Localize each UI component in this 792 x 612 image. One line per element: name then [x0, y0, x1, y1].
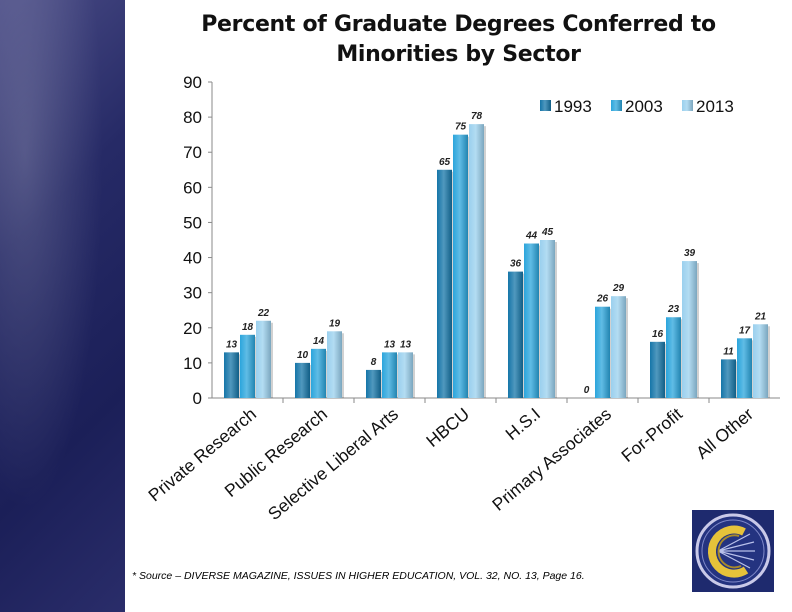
bar-data-label: 78 [471, 111, 483, 122]
bar-data-label: 44 [525, 231, 538, 242]
bar [469, 124, 484, 398]
bar-data-label: 22 [257, 308, 270, 319]
bar-data-label: 26 [596, 294, 609, 305]
bar-data-label: 65 [439, 157, 451, 168]
bar-data-label: 10 [297, 350, 309, 361]
bar [666, 317, 681, 398]
bar-data-label: 19 [329, 318, 341, 329]
bar-data-label: 29 [612, 283, 625, 294]
source-note: * Source – DIVERSE MAGAZINE, ISSUES IN H… [132, 570, 585, 582]
bar-data-label: 21 [754, 311, 767, 322]
bar-data-label: 23 [667, 304, 680, 315]
bar-data-label: 45 [541, 227, 554, 238]
bar [311, 348, 326, 398]
legend-swatch [682, 100, 693, 111]
bar-data-label: 11 [723, 346, 734, 357]
x-tick-label: H.S.I [501, 404, 544, 444]
bar-data-label: 0 [584, 385, 590, 396]
college-seal-icon [692, 510, 774, 592]
bar [753, 324, 768, 398]
legend-swatch [540, 100, 551, 111]
bar [382, 352, 397, 398]
bar [540, 240, 555, 398]
bar-data-label: 17 [739, 325, 751, 336]
chart-title-line-1: Percent of Graduate Degrees Conferred to [201, 12, 716, 37]
y-tick-label: 10 [183, 354, 202, 373]
chart-title: Percent of Graduate Degrees Conferred to… [125, 10, 792, 70]
legend-label: 2003 [625, 97, 663, 116]
y-tick-label: 90 [183, 73, 202, 92]
bar-data-label: 16 [652, 329, 664, 340]
bar [398, 352, 413, 398]
bar [224, 352, 239, 398]
legend-label: 2013 [696, 97, 734, 116]
bar [508, 271, 523, 398]
bar [682, 261, 697, 398]
bar-data-label: 13 [384, 339, 396, 350]
bar [737, 338, 752, 398]
bar-data-label: 13 [226, 339, 238, 350]
y-tick-label: 30 [183, 284, 202, 303]
chart-legend: 1993 2003 2013 [540, 97, 734, 116]
bar [437, 169, 452, 398]
y-tick-label: 80 [183, 108, 202, 127]
bar [366, 369, 381, 398]
x-tick-label: For-Profit [617, 404, 686, 466]
bar [453, 134, 468, 398]
bar [595, 306, 610, 398]
bar [295, 362, 310, 398]
bar [524, 243, 539, 398]
bar-data-label: 18 [242, 322, 254, 333]
y-tick-label: 50 [183, 213, 202, 232]
bar [240, 334, 255, 398]
y-tick-label: 60 [183, 178, 202, 197]
chart-title-line-2: Minorities by Sector [336, 42, 581, 67]
x-tick-label: Primary Associates [488, 404, 615, 515]
bar-data-label: 8 [371, 357, 377, 368]
bar [256, 320, 271, 398]
side-band [0, 0, 125, 612]
bar-data-label: 13 [400, 339, 412, 350]
bar [327, 331, 342, 398]
bar-data-label: 14 [313, 336, 325, 347]
x-tick-label: HBCU [422, 404, 473, 451]
bar-data-label: 75 [455, 122, 467, 133]
bar-data-label: 36 [510, 259, 522, 270]
y-tick-label: 20 [183, 319, 202, 338]
bar [611, 296, 626, 398]
legend-swatch [611, 100, 622, 111]
bar-data-label: 39 [684, 248, 696, 259]
y-tick-label: 40 [183, 249, 202, 268]
bar [650, 341, 665, 398]
legend-label: 1993 [554, 97, 592, 116]
bar [721, 359, 736, 398]
x-tick-label: All Other [692, 404, 757, 463]
y-tick-label: 0 [193, 389, 202, 408]
x-tick-label: Selective Liberal Arts [264, 404, 402, 525]
y-tick-label: 70 [183, 143, 202, 162]
